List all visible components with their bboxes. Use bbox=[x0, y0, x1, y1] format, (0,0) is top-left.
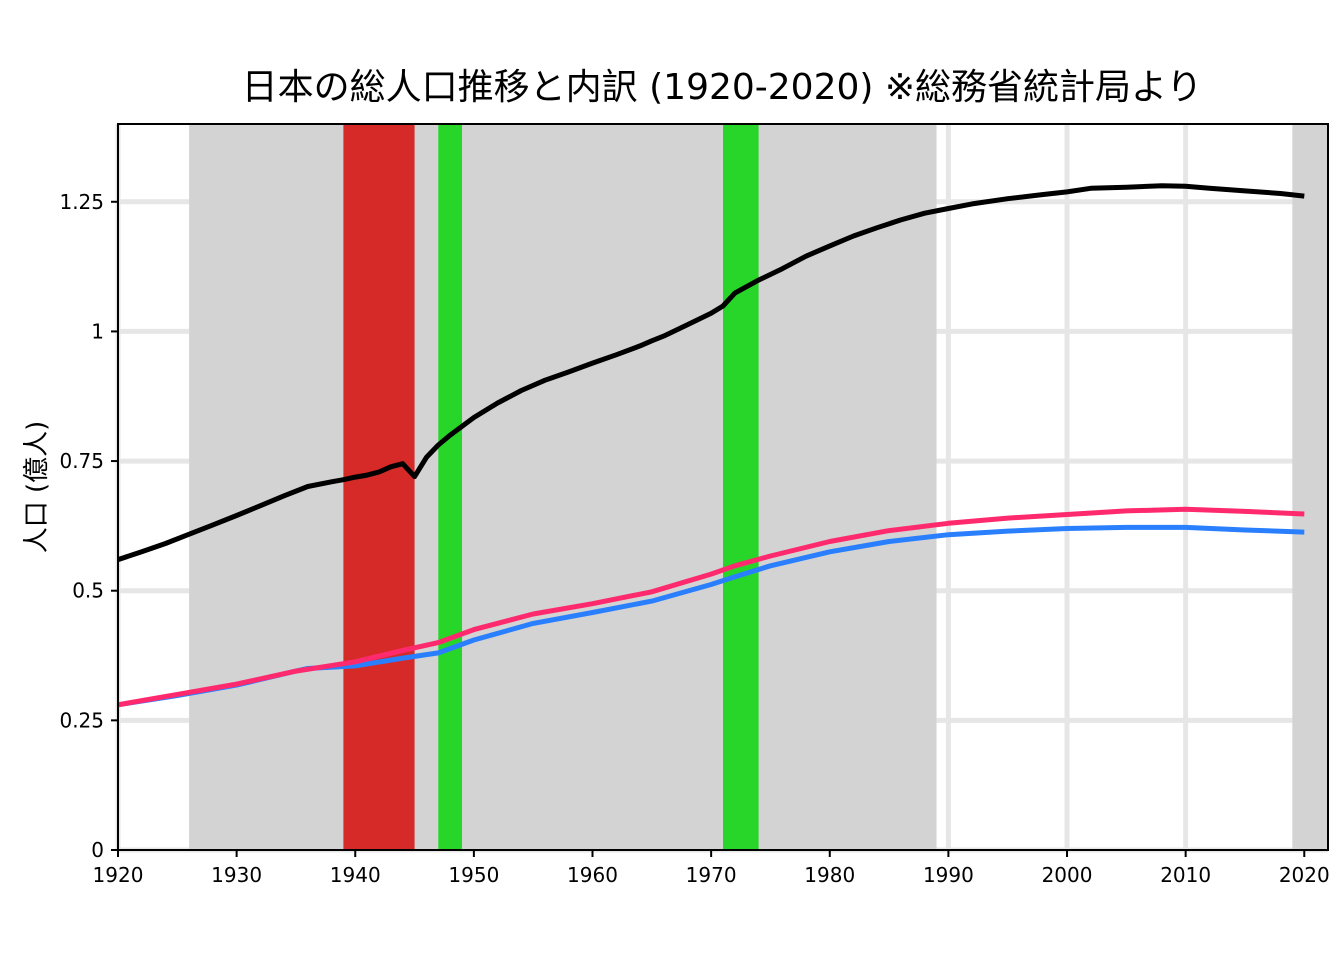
y-tick-label-0: 0 bbox=[91, 838, 104, 862]
x-tick-label-6: 1980 bbox=[804, 863, 855, 887]
y-tick-label-3: 0.75 bbox=[59, 449, 104, 473]
axes bbox=[117, 123, 1329, 851]
x-tick-label-4: 1960 bbox=[567, 863, 618, 887]
x-tick-label-8: 2000 bbox=[1042, 863, 1093, 887]
x-tick-label-9: 2010 bbox=[1160, 863, 1211, 887]
x-tick-label-5: 1970 bbox=[686, 863, 737, 887]
period-band-overlay-2 bbox=[438, 124, 463, 850]
chart-title: 日本の総人口推移と内訳 (1920-2020) ※総務省統計局より bbox=[242, 67, 1203, 108]
tick-labels: 1920 1930 1940 1950 1960 1970 1980 1990 2000 2010… bbox=[59, 190, 1329, 887]
series-line-1 bbox=[117, 506, 1305, 708]
y-tick-label-5: 1.25 bbox=[59, 190, 104, 214]
y-tick-label-1: 0.25 bbox=[59, 708, 104, 732]
x-tick-label-10: 2020 bbox=[1279, 863, 1330, 887]
x-tick-label-2: 1940 bbox=[330, 863, 381, 887]
x-tick-label-3: 1950 bbox=[448, 863, 499, 887]
series-line-0 bbox=[117, 183, 1305, 562]
period-band-overlay-3 bbox=[723, 124, 759, 850]
series-lines bbox=[117, 183, 1305, 708]
x-tick-label-1: 1930 bbox=[211, 863, 262, 887]
y-tick-label-2: 0.5 bbox=[72, 579, 104, 603]
gridlines bbox=[115, 124, 1328, 853]
x-tick-label-7: 1990 bbox=[923, 863, 974, 887]
plot-frame bbox=[117, 123, 1329, 851]
period-band-overlay-4 bbox=[1292, 124, 1328, 850]
y-tick-label-4: 1 bbox=[91, 319, 104, 343]
period-band-overlay-1 bbox=[343, 124, 415, 850]
y-axis-label: 人口 (億人) bbox=[22, 421, 52, 554]
x-tick-label-0: 1920 bbox=[93, 863, 144, 887]
